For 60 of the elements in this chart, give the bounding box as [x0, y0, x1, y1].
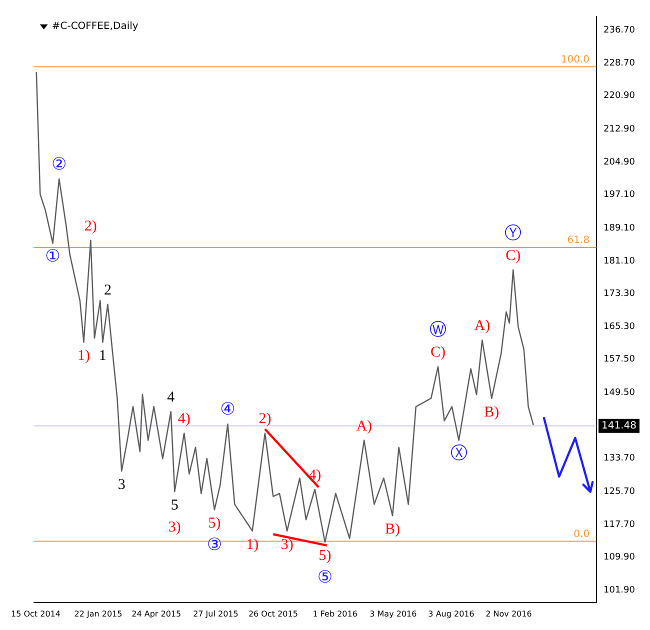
annotation: 3)	[168, 519, 181, 536]
annotation: 2	[104, 282, 112, 298]
annotation: 5)	[208, 516, 221, 532]
y-tick-label: 101.90	[604, 586, 636, 596]
y-tick-label: 125.70	[604, 486, 636, 497]
x-tick-label: 26 Oct 2015	[248, 609, 298, 618]
annotation: 5	[170, 497, 178, 514]
y-tick-label: 157.50	[604, 354, 636, 365]
annotation: A)	[356, 418, 372, 434]
annotation: C)	[430, 344, 446, 361]
x-tick-label: 3 Aug 2016	[428, 609, 474, 618]
y-tick-label: 117.70	[604, 520, 636, 530]
annotation: B)	[484, 404, 500, 420]
annotation: ①	[45, 246, 60, 267]
y-tick-label: 133.70	[604, 454, 636, 464]
annotation: Ⓧ	[450, 444, 468, 464]
annotation: A)	[474, 318, 490, 334]
y-tick-label: 220.90	[604, 91, 636, 102]
annotation: 1	[98, 348, 106, 364]
y-tick-label: 173.30	[604, 288, 636, 299]
y-tick-label: 149.50	[604, 388, 636, 398]
y-tick-label: 204.90	[604, 158, 636, 168]
annotation: 3	[118, 477, 126, 494]
text: #C-COFFEE,Daily	[52, 20, 138, 32]
annotation: 100.0	[560, 54, 590, 66]
annotation: C)	[506, 248, 521, 264]
y-tick-label: 212.90	[604, 124, 636, 134]
annotation: 1)	[246, 536, 259, 553]
annotation: 3)	[280, 536, 294, 553]
annotation: ②	[51, 154, 67, 174]
annotation: Ⓨ	[504, 223, 522, 244]
x-tick-label: 27 Jul 2015	[193, 609, 238, 618]
x-tick-label: 2 Nov 2016	[486, 609, 532, 618]
y-tick-label: 228.70	[604, 58, 636, 69]
annotation: 2)	[84, 218, 97, 234]
y-tick-label: 189.10	[604, 223, 636, 234]
annotation: B)	[385, 521, 400, 538]
y-tick-label: 109.90	[604, 552, 636, 562]
ref-line-label: 141.48	[602, 420, 637, 432]
y-tick-label: 197.10	[604, 190, 636, 200]
annotation: 0.0	[574, 528, 590, 540]
y-tick-label: 236.70	[604, 25, 636, 36]
x-tick-label: 24 Apr 2015	[132, 609, 182, 618]
x-tick-label: 3 May 2016	[370, 609, 417, 618]
annotation: 5)	[318, 548, 332, 564]
annotation: 4	[167, 390, 176, 406]
annotation: 61.8	[567, 235, 590, 246]
annotation: 4)	[178, 411, 190, 428]
x-tick-label: 1 Feb 2016	[312, 609, 358, 618]
annotation: 4)	[308, 467, 322, 484]
y-tick-label: 165.30	[604, 322, 636, 332]
annotation: 1)	[77, 348, 90, 364]
annotation: ③	[206, 535, 222, 556]
y-tick-label: 181.10	[604, 256, 636, 267]
annotation: ⑤	[317, 568, 333, 588]
annotation: ④	[220, 400, 236, 420]
annotation: 2)	[258, 411, 272, 428]
annotation: Ⓦ	[430, 320, 447, 340]
x-tick-label: 15 Oct 2014	[11, 609, 60, 618]
x-tick-label: 22 Jan 2015	[74, 609, 122, 618]
